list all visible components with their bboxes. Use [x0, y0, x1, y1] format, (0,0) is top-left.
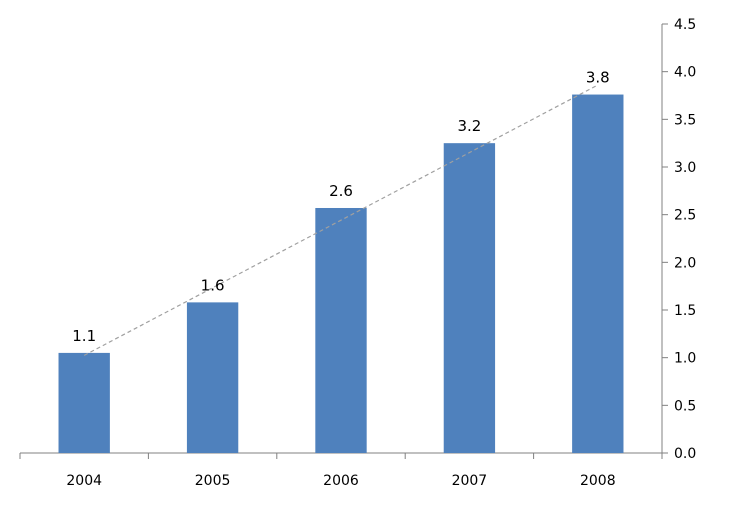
x-category-label: 2006 [323, 473, 359, 489]
bar-2008 [572, 94, 624, 454]
y-tick-label: 4.5 [674, 17, 696, 33]
bar-2004 [58, 352, 110, 453]
x-category-label: 2004 [66, 473, 102, 489]
y-tick-label: 0.5 [674, 398, 696, 414]
y-tick-label: 1.0 [674, 351, 696, 367]
trendline [83, 84, 599, 356]
data-label-2007: 3.2 [457, 117, 481, 135]
bar-2006 [315, 207, 367, 453]
data-label-2005: 1.6 [201, 276, 225, 294]
data-label-2008: 3.8 [586, 69, 610, 87]
x-category-label: 2008 [580, 473, 616, 489]
bar-2005 [186, 302, 239, 453]
x-category-label: 2005 [195, 473, 231, 489]
y-tick-label: 2.5 [674, 208, 696, 224]
data-label-2004: 1.1 [72, 327, 96, 345]
bar-2007 [443, 143, 496, 453]
y-tick-label: 2.0 [674, 255, 696, 271]
chart-axes: 0.0 0.5 1.0 1.5 2.0 2.5 3.0 3.5 4.0 4.5 [19, 17, 696, 462]
y-tick-label: 4.0 [674, 65, 696, 81]
y-tick-label: 0.0 [674, 446, 696, 462]
y-tick-label: 3.5 [674, 112, 696, 128]
bar-series [58, 94, 624, 454]
y-tick-label: 1.5 [674, 303, 696, 319]
trendline-layer [83, 84, 599, 356]
y-tick-label: 3.0 [674, 160, 696, 176]
x-category-label: 2007 [452, 473, 488, 489]
label-layer: 2004 1.1 2005 1.6 2006 2.6 2007 3.2 2008 3.8 [66, 69, 615, 489]
data-label-2006: 2.6 [329, 182, 353, 200]
